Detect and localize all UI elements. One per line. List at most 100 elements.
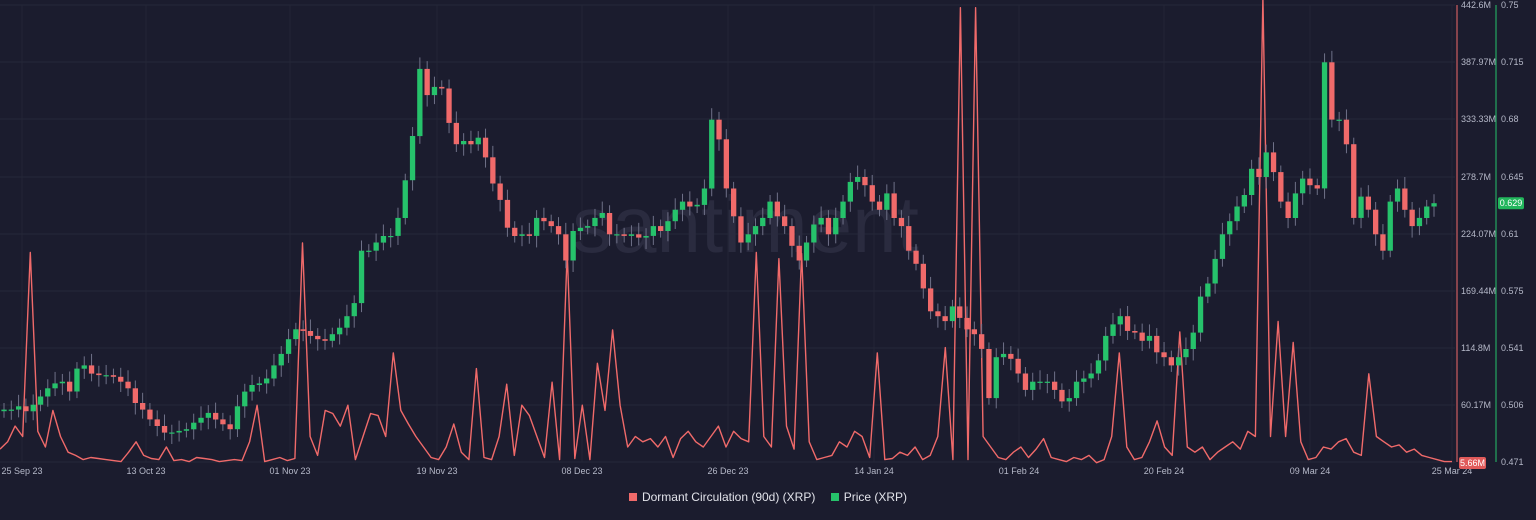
candle-body (351, 303, 357, 317)
candle (1270, 142, 1277, 182)
candle (993, 348, 999, 409)
candle-body (1110, 324, 1116, 336)
candle-body (1124, 316, 1131, 331)
candle-body (979, 334, 985, 349)
candle (154, 410, 160, 437)
candle-body (475, 137, 481, 145)
candle (949, 299, 956, 328)
left-tick-label: 278.7M (1461, 172, 1491, 182)
candle (1402, 176, 1408, 218)
candle-body (1161, 352, 1167, 358)
candle (461, 133, 467, 156)
candle (395, 207, 401, 245)
candle-body (482, 137, 489, 158)
candle-body (1132, 331, 1138, 333)
candle (1197, 286, 1204, 342)
candle-body (898, 217, 905, 227)
candle-body (1103, 335, 1109, 361)
candle (825, 210, 832, 246)
candle-body (949, 306, 956, 322)
candle (220, 412, 226, 431)
legend-item-price[interactable]: Price (XRP) (830, 490, 907, 504)
candle-body (884, 193, 890, 210)
candle-body (1008, 353, 1014, 359)
candle (1124, 305, 1131, 340)
candle (1365, 185, 1371, 218)
candle (534, 210, 540, 248)
candle-body (650, 226, 656, 236)
candle-body (855, 177, 861, 182)
candle (16, 394, 22, 418)
candle-body (395, 217, 401, 236)
left-tick-label: 224.07M (1461, 229, 1496, 239)
right-tick-label: 0.541 (1501, 343, 1524, 353)
candle (373, 233, 379, 261)
candle (1278, 165, 1284, 209)
candle (183, 422, 190, 438)
candle (1095, 353, 1102, 381)
candle (74, 362, 80, 399)
candle-body (526, 234, 532, 236)
candle (322, 328, 328, 350)
candle (526, 222, 532, 244)
candle (1154, 328, 1160, 364)
candle (1227, 213, 1233, 246)
candle (1321, 53, 1328, 199)
candle-body (154, 419, 160, 426)
candle-body (1139, 332, 1145, 341)
candle (300, 320, 306, 342)
candle-body (81, 365, 87, 369)
candle (855, 165, 861, 190)
candle-body (694, 204, 700, 207)
candle (45, 379, 51, 407)
candle-body (453, 122, 459, 145)
candle (337, 318, 343, 345)
candle (161, 414, 168, 441)
legend-item-dormant[interactable]: Dormant Circulation (90d) (XRP) (628, 490, 815, 504)
left-tick-label: 442.6M (1461, 0, 1491, 10)
candle-body (534, 217, 540, 236)
candle-body (636, 234, 642, 238)
candle-body (847, 181, 853, 202)
candle (1190, 324, 1196, 361)
x-tick-label: 26 Dec 23 (707, 466, 748, 476)
x-tick-label: 20 Feb 24 (1144, 466, 1185, 476)
candle-body (234, 406, 241, 430)
candle-body (563, 234, 569, 261)
candle (541, 207, 547, 231)
candle-body (183, 429, 190, 431)
candle-body (986, 349, 992, 399)
candle (103, 364, 109, 385)
candle (293, 322, 299, 346)
right-tick-label: 0.471 (1501, 457, 1524, 467)
candle (1380, 224, 1386, 260)
candle (1351, 137, 1357, 225)
candle (971, 321, 977, 346)
candle (774, 192, 780, 227)
candle-body (1146, 335, 1153, 341)
candle-body (577, 227, 584, 232)
candle (1183, 337, 1189, 365)
x-tick-label: 01 Nov 23 (269, 466, 310, 476)
candle-body (796, 245, 802, 261)
candle (884, 184, 890, 220)
candle-body (745, 234, 751, 243)
candle (928, 276, 934, 320)
candle-body (1394, 188, 1401, 202)
candle-body (1000, 353, 1007, 358)
candle (307, 319, 314, 344)
candle (694, 198, 700, 214)
candle-body (205, 412, 211, 418)
candle (497, 175, 503, 212)
candle-body (1416, 217, 1423, 227)
candle (679, 193, 686, 222)
candle (563, 222, 569, 269)
candle-body (1037, 381, 1043, 383)
candle-body (118, 376, 124, 382)
candle-body (23, 406, 29, 412)
candle (606, 205, 613, 246)
left-current-label: 5.66M (1460, 458, 1485, 468)
candle (935, 303, 941, 328)
candle (125, 370, 131, 397)
candle (1088, 363, 1094, 388)
